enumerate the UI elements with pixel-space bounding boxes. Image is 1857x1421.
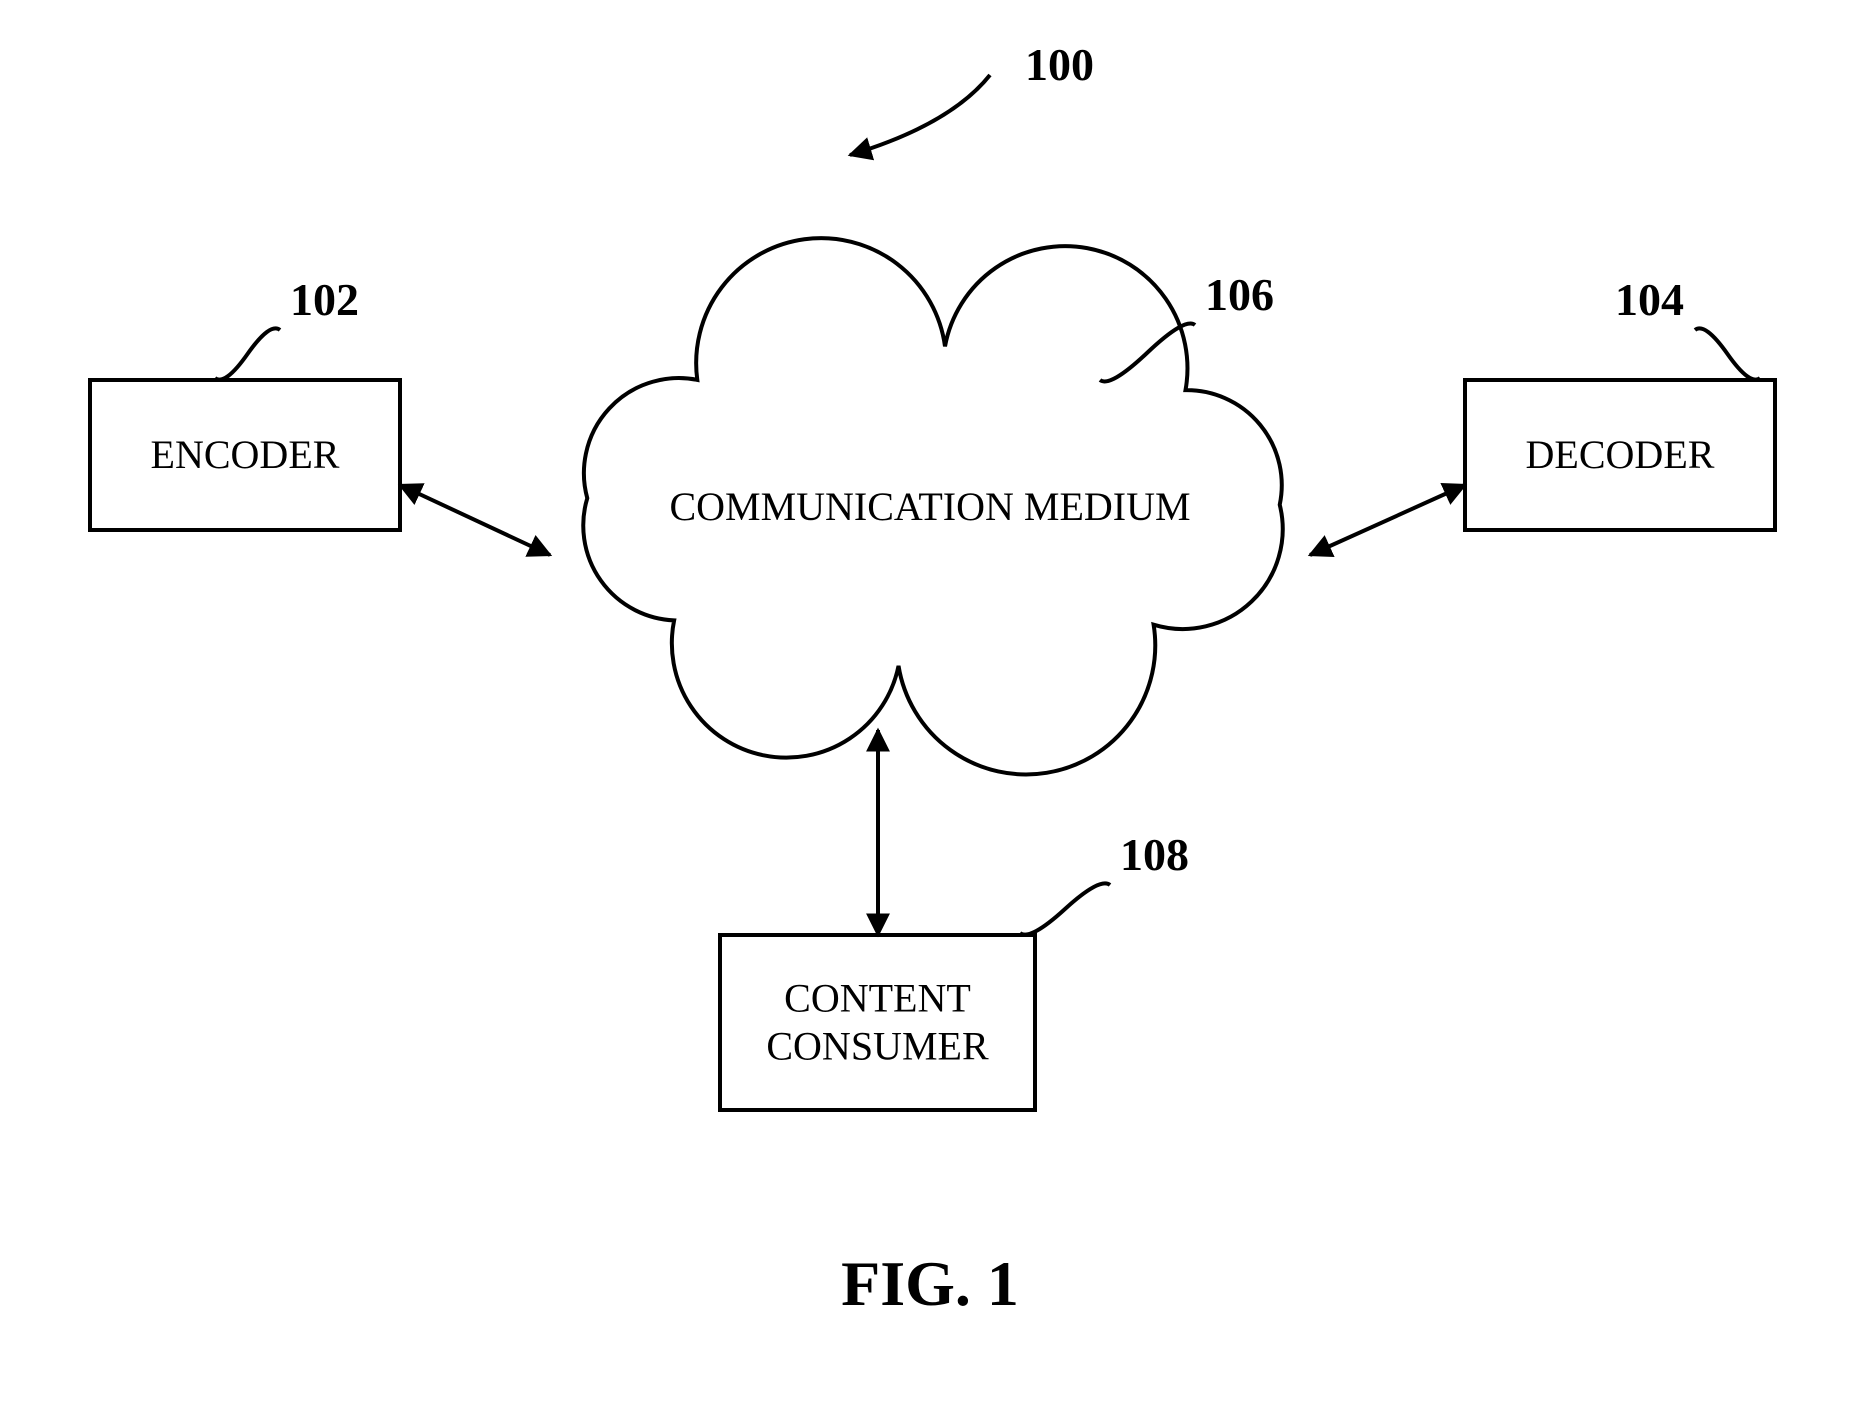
medium-node: COMMUNICATION MEDIUM [583,238,1282,774]
edge-medium-decoder [1310,485,1465,555]
decoder-label: DECODER [1526,432,1715,477]
consumer-rect [720,935,1035,1110]
ref-label-medium: 106 [1205,269,1274,320]
ref-label-decoder: 104 [1615,274,1684,325]
ref-label-consumer: 108 [1120,829,1189,880]
diagram-canvas: ENCODER DECODER COMMUNICATION MEDIUM CON… [0,0,1857,1421]
decoder-node: DECODER [1465,380,1775,530]
consumer-node: CONTENT CONSUMER [720,935,1035,1110]
encoder-label: ENCODER [151,432,340,477]
ref-label-encoder: 102 [290,274,359,325]
figure-label: FIG. 1 [841,1248,1019,1319]
ref-leader-decoder [1695,328,1760,379]
medium-label: COMMUNICATION MEDIUM [669,484,1190,529]
ref-label-system: 100 [1025,39,1094,90]
ref-leader-system [850,75,990,155]
consumer-label-line1: CONTENT [784,976,971,1021]
consumer-label-line2: CONSUMER [766,1024,989,1069]
ref-leader-consumer [1020,883,1110,934]
encoder-node: ENCODER [90,380,400,530]
edge-encoder-medium [400,485,550,555]
ref-leader-encoder [215,328,280,379]
